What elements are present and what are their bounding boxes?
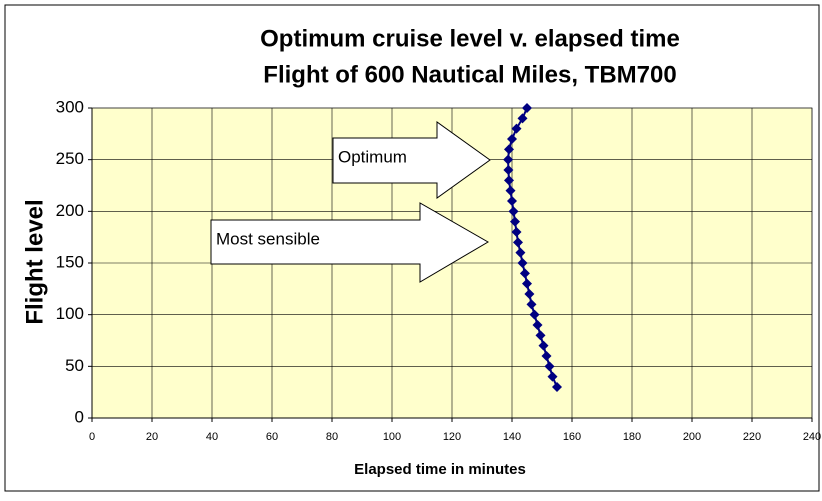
point — [541, 351, 552, 361]
x-tick-label: 240 — [803, 431, 821, 443]
x-tick-label: 160 — [563, 431, 581, 443]
point — [547, 371, 558, 382]
point — [552, 382, 562, 392]
point — [510, 216, 520, 227]
point — [504, 175, 514, 186]
y-tick-label: 300 — [56, 97, 84, 116]
point — [507, 196, 517, 206]
point — [515, 247, 526, 258]
annotation: Most sensible — [216, 229, 320, 248]
point — [508, 206, 519, 217]
y-axis-label: Flight level — [21, 199, 48, 324]
point — [503, 165, 514, 175]
point — [507, 134, 517, 144]
x-tick-label: 20 — [146, 431, 158, 443]
x-tick-label: 140 — [503, 431, 521, 443]
point — [522, 103, 532, 113]
point — [519, 268, 530, 279]
x-tick-label: 120 — [443, 431, 461, 443]
y-tick-label: 50 — [65, 356, 84, 375]
chart-title: Optimum cruise level v. elapsed time — [260, 25, 680, 52]
arrow — [332, 121, 491, 199]
point — [535, 330, 546, 341]
point — [526, 299, 537, 310]
point — [529, 309, 540, 320]
x-tick-label: 180 — [623, 431, 641, 443]
y-tick-label: 200 — [56, 201, 84, 220]
point — [538, 340, 549, 351]
point — [511, 123, 522, 134]
x-tick-label: 60 — [266, 431, 278, 443]
point — [532, 320, 543, 330]
arrow — [210, 202, 489, 283]
series-line — [507, 107, 558, 388]
point — [522, 278, 532, 289]
point — [517, 258, 528, 268]
y-tick-label: 250 — [56, 149, 84, 168]
x-tick-label: 100 — [383, 431, 401, 443]
point — [524, 289, 535, 299]
point — [505, 185, 516, 196]
x-tick-label: 80 — [326, 431, 338, 443]
point — [511, 227, 522, 237]
y-tick-label: 0 — [75, 407, 84, 426]
point — [513, 237, 523, 248]
point — [503, 154, 514, 165]
point — [504, 144, 514, 155]
x-tick-label: 220 — [743, 431, 761, 443]
chart-subtitle: Flight of 600 Nautical Miles, TBM700 — [263, 61, 676, 88]
point — [544, 361, 555, 372]
x-tick-label: 200 — [683, 431, 701, 443]
y-tick-label: 150 — [56, 252, 84, 271]
annotation: Optimum — [338, 147, 407, 166]
x-tick-label: 0 — [89, 431, 95, 443]
x-tick-label: 40 — [206, 431, 218, 443]
x-axis-label: Elapsed time in minutes — [354, 461, 526, 478]
y-tick-label: 100 — [56, 304, 84, 323]
point — [517, 113, 528, 124]
